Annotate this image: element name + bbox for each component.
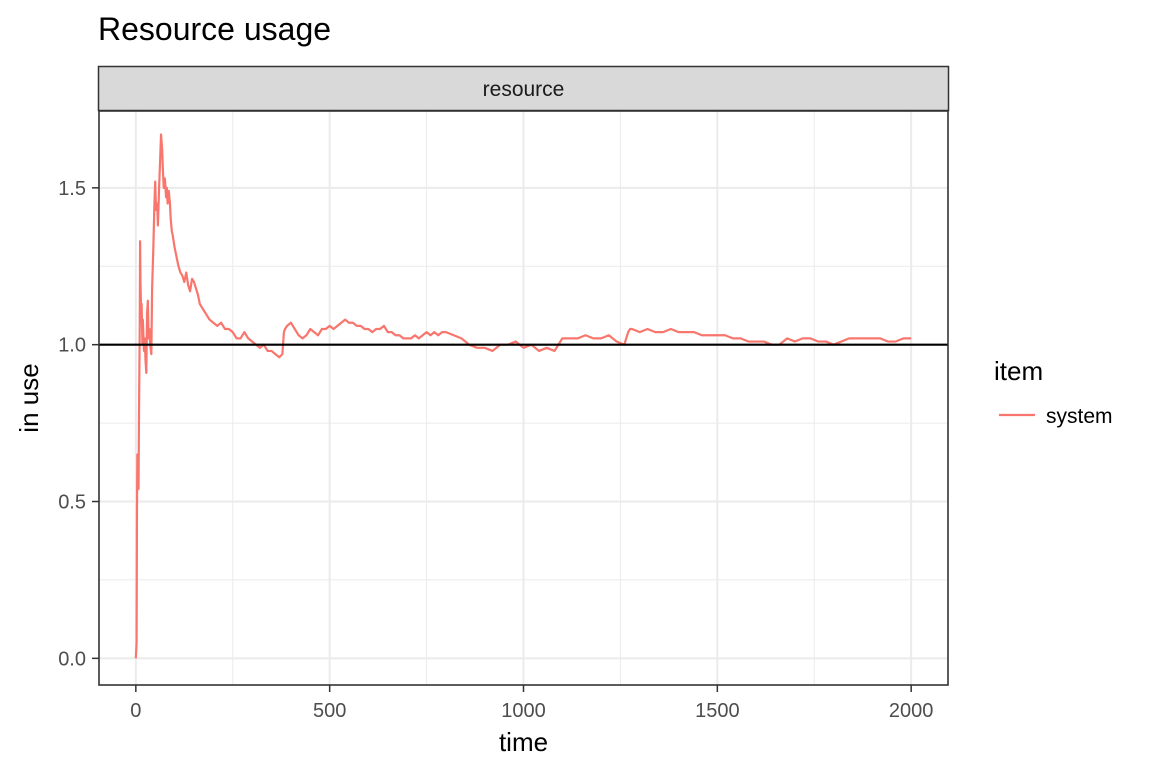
y-tick-label: 1.0	[58, 335, 86, 357]
legend: item system	[994, 356, 1113, 428]
x-tick-label: 1000	[501, 700, 546, 722]
facet-label: resource	[483, 78, 565, 101]
y-tick-label: 1.5	[58, 178, 86, 200]
x-axis-title: time	[499, 727, 548, 757]
series-line-system	[134, 133, 912, 659]
y-tick-label: 0.0	[58, 648, 86, 670]
y-axis-title: in use	[14, 363, 44, 432]
series-layer	[134, 133, 912, 659]
x-tick-label: 1500	[695, 700, 740, 722]
legend-title: item	[994, 356, 1043, 386]
legend-label-system: system	[1046, 405, 1113, 428]
x-tick-label: 500	[313, 700, 346, 722]
y-tick-label: 0.5	[58, 492, 86, 514]
x-axis: 0 500 1000 1500 2000	[130, 685, 933, 722]
y-axis: 0.0 0.5 1.0 1.5	[58, 178, 99, 670]
x-tick-label: 2000	[889, 700, 934, 722]
x-tick-label: 0	[130, 700, 141, 722]
chart-title: Resource usage	[98, 11, 331, 47]
facet-strip	[97, 65, 950, 112]
